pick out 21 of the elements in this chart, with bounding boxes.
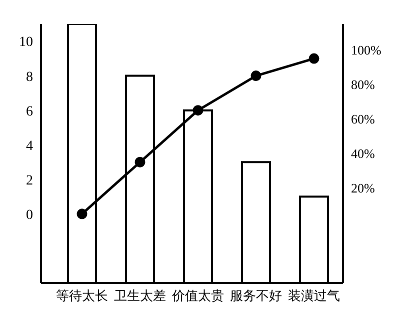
x-tick-label: 卫生太差 [114, 288, 166, 304]
y-tick-label: 2 [26, 173, 33, 188]
y2-tick-label: 60% [351, 112, 375, 127]
y2-tick-label: 20% [351, 180, 375, 196]
y2-tick-label: 80% [351, 77, 375, 92]
y-tick-label: 0 [26, 208, 33, 223]
x-tick-label: 价值太贵 [171, 288, 224, 304]
x-tick-label: 等待太长 [56, 288, 108, 304]
point [308, 53, 320, 64]
y-tick-label: 4 [26, 138, 33, 154]
point [134, 156, 146, 168]
y-tick-label: 10 [19, 35, 33, 50]
point [76, 208, 88, 220]
x-tick-label: 服务不好 [230, 288, 282, 304]
y2-tick-label: 40% [351, 146, 375, 162]
y-tick-label: 6 [26, 104, 33, 120]
y-tick-label: 8 [26, 70, 33, 85]
x-tick-label: 装潢过气 [288, 288, 340, 304]
y2-tick-label: 100% [351, 42, 382, 58]
point [192, 105, 204, 116]
point [250, 70, 262, 82]
